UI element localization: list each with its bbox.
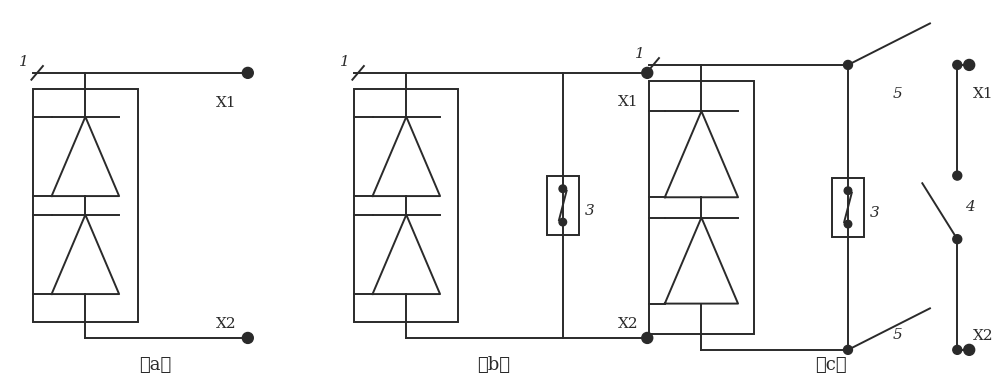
- Text: 1: 1: [19, 55, 29, 69]
- Text: 4: 4: [965, 200, 975, 214]
- Circle shape: [642, 67, 653, 78]
- Circle shape: [559, 218, 567, 226]
- Text: 3: 3: [870, 206, 880, 220]
- Circle shape: [953, 171, 962, 180]
- Text: X2: X2: [216, 317, 237, 331]
- Circle shape: [844, 345, 852, 354]
- Text: 5: 5: [893, 328, 903, 342]
- Circle shape: [642, 333, 653, 343]
- Circle shape: [844, 220, 852, 228]
- Circle shape: [559, 185, 567, 192]
- Bar: [649, 81, 754, 334]
- Bar: [33, 89, 138, 322]
- Circle shape: [242, 67, 253, 78]
- Circle shape: [953, 345, 962, 354]
- Text: X1: X1: [617, 95, 638, 109]
- Circle shape: [242, 333, 253, 343]
- Circle shape: [953, 60, 962, 69]
- Text: （c）: （c）: [815, 356, 847, 374]
- Text: 1: 1: [340, 55, 350, 69]
- Bar: [354, 89, 458, 322]
- Bar: [547, 176, 579, 235]
- Text: （a）: （a）: [139, 356, 172, 374]
- Circle shape: [844, 60, 852, 69]
- Text: 5: 5: [893, 87, 903, 101]
- Text: （b）: （b）: [477, 356, 510, 374]
- Text: X2: X2: [617, 317, 638, 331]
- Circle shape: [953, 235, 962, 244]
- Text: 1: 1: [635, 47, 645, 61]
- Text: 3: 3: [585, 204, 594, 218]
- Circle shape: [844, 187, 852, 194]
- Text: X1: X1: [973, 87, 994, 101]
- Bar: [832, 177, 864, 237]
- Text: X1: X1: [216, 96, 237, 110]
- Circle shape: [964, 345, 975, 355]
- Circle shape: [964, 59, 975, 70]
- Text: X2: X2: [973, 329, 994, 343]
